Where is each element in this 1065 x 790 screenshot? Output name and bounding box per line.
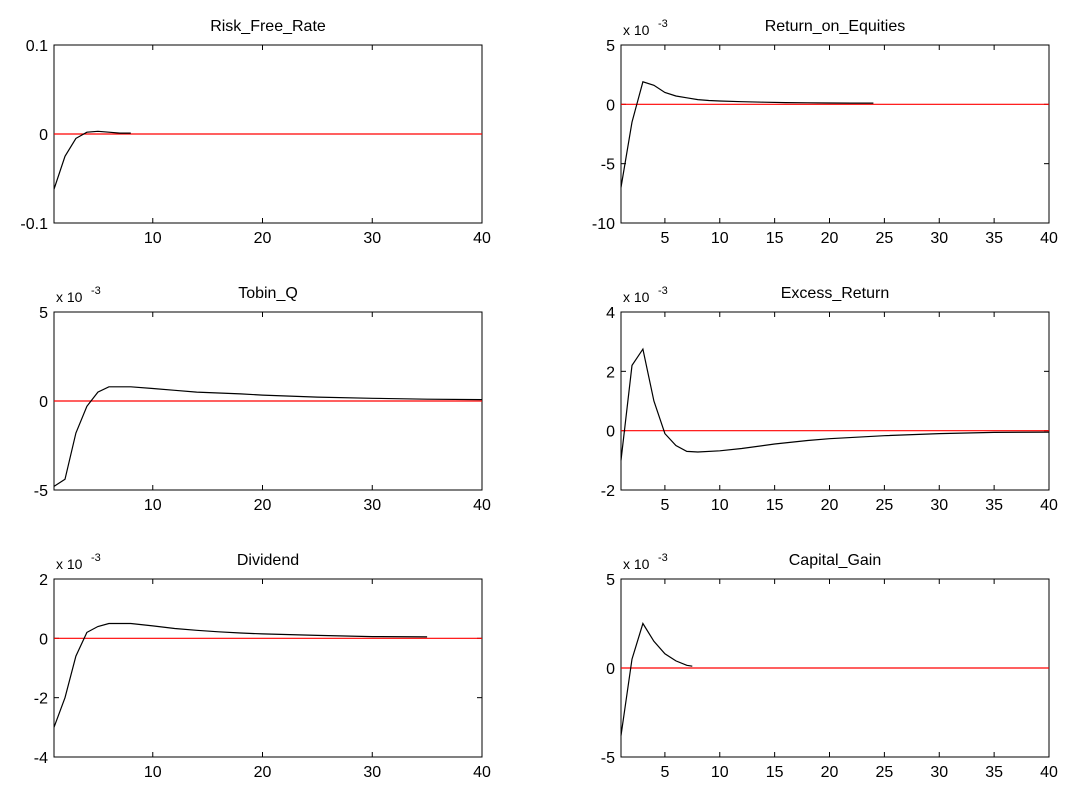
axis-multiplier-exponent: -3	[91, 552, 101, 564]
y-tick-label: 5	[39, 305, 48, 322]
x-tick-label: 20	[254, 764, 272, 781]
x-tick-label: 15	[766, 497, 784, 514]
subplot-4: Excess_Return x 10 -3 5 10 15 20 25 30 35 40 -2 0 2 4	[601, 285, 1058, 514]
x-tick-label: 10	[711, 497, 729, 514]
y-tick-label: 0	[606, 97, 615, 114]
x-tick-label: 35	[985, 764, 1003, 781]
axis-multiplier-exponent: -3	[91, 285, 101, 297]
y-tick-label: -2	[34, 691, 48, 708]
y-tick-label: -2	[601, 483, 615, 500]
x-tick-label: 20	[821, 764, 839, 781]
x-tick-label: 10	[144, 497, 162, 514]
subplot-3: Tobin_Q x 10 -3 10 20 30 40 -5 0 5	[34, 285, 491, 514]
x-tick-label: 40	[473, 230, 491, 247]
x-tick-label: 15	[766, 764, 784, 781]
subplot-title: Return_on_Equities	[765, 18, 906, 35]
y-tick-label: -5	[601, 750, 615, 767]
y-tick-label: -0.1	[20, 216, 48, 233]
x-tick-label: 20	[821, 230, 839, 247]
x-tick-label: 40	[1040, 764, 1058, 781]
subplot-title: Tobin_Q	[238, 285, 298, 302]
subplot-1: Risk_Free_Rate 10 20 30 40 -0.1 0 0.1	[20, 18, 491, 247]
x-tick-label: 10	[144, 764, 162, 781]
axes-frame	[620, 311, 1050, 491]
y-tick-label: 0	[39, 127, 48, 144]
x-tick-label: 25	[875, 764, 893, 781]
response-line	[53, 622, 428, 728]
x-tick-label: 30	[930, 497, 948, 514]
y-tick-label: -5	[601, 157, 615, 174]
subplot-title: Excess_Return	[781, 285, 890, 302]
axes-frame	[620, 44, 1050, 224]
y-tick-label: 0	[39, 631, 48, 648]
subplot-6: Capital_Gain x 10 -3 5 10 15 20 25 30 35 40 -5 0 5	[601, 552, 1058, 781]
subplot-title: Dividend	[237, 552, 299, 569]
x-tick-label: 5	[660, 230, 669, 247]
x-tick-label: 20	[254, 497, 272, 514]
subplot-title: Capital_Gain	[789, 552, 882, 569]
x-tick-label: 15	[766, 230, 784, 247]
y-tick-label: -5	[34, 483, 48, 500]
x-tick-label: 5	[660, 497, 669, 514]
y-tick-label: 5	[606, 38, 615, 55]
x-tick-label: 30	[363, 230, 381, 247]
x-tick-label: 40	[1040, 230, 1058, 247]
axis-multiplier-exponent: -3	[658, 18, 668, 30]
x-tick-label: 20	[821, 497, 839, 514]
x-tick-label: 10	[144, 230, 162, 247]
response-line	[620, 622, 693, 736]
axis-multiplier-label: x 10	[56, 289, 83, 305]
x-tick-label: 40	[1040, 497, 1058, 514]
axis-multiplier-exponent: -3	[658, 285, 668, 297]
x-tick-label: 40	[473, 497, 491, 514]
x-tick-label: 30	[930, 230, 948, 247]
x-tick-label: 35	[985, 230, 1003, 247]
x-tick-label: 25	[875, 497, 893, 514]
x-tick-label: 10	[711, 230, 729, 247]
x-tick-label: 20	[254, 230, 272, 247]
axis-multiplier-exponent: -3	[658, 552, 668, 564]
y-tick-label: -10	[592, 216, 615, 233]
x-tick-label: 30	[363, 764, 381, 781]
axis-multiplier-label: x 10	[623, 289, 650, 305]
x-tick-label: 10	[711, 764, 729, 781]
x-tick-label: 5	[660, 764, 669, 781]
y-tick-label: 2	[39, 572, 48, 589]
x-tick-label: 40	[473, 764, 491, 781]
axes-frame	[53, 578, 483, 758]
x-tick-label: 35	[985, 497, 1003, 514]
axis-multiplier-label: x 10	[623, 22, 650, 38]
x-tick-label: 30	[930, 764, 948, 781]
y-tick-label: 0.1	[26, 38, 48, 55]
x-tick-label: 25	[875, 230, 893, 247]
y-tick-label: -4	[34, 750, 48, 767]
response-line	[620, 81, 874, 188]
response-line	[53, 386, 483, 487]
response-line	[620, 347, 1050, 461]
x-tick-label: 30	[363, 497, 381, 514]
subplot-5: Dividend x 10 -3 10 20 30 40 -4 -2 0 2	[34, 552, 491, 781]
y-tick-label: 5	[606, 572, 615, 589]
subplot-2: Return_on_Equities x 10 -3 5 10 15 20 25 30 35 40 -…	[592, 18, 1058, 247]
y-tick-label: 0	[39, 394, 48, 411]
subplot-title: Risk_Free_Rate	[210, 18, 326, 35]
y-tick-label: 4	[606, 305, 615, 322]
y-tick-label: 0	[606, 661, 615, 678]
y-tick-label: 0	[606, 424, 615, 441]
y-tick-label: 2	[606, 364, 615, 381]
axis-multiplier-label: x 10	[623, 556, 650, 572]
axis-multiplier-label: x 10	[56, 556, 83, 572]
response-line	[53, 130, 131, 190]
